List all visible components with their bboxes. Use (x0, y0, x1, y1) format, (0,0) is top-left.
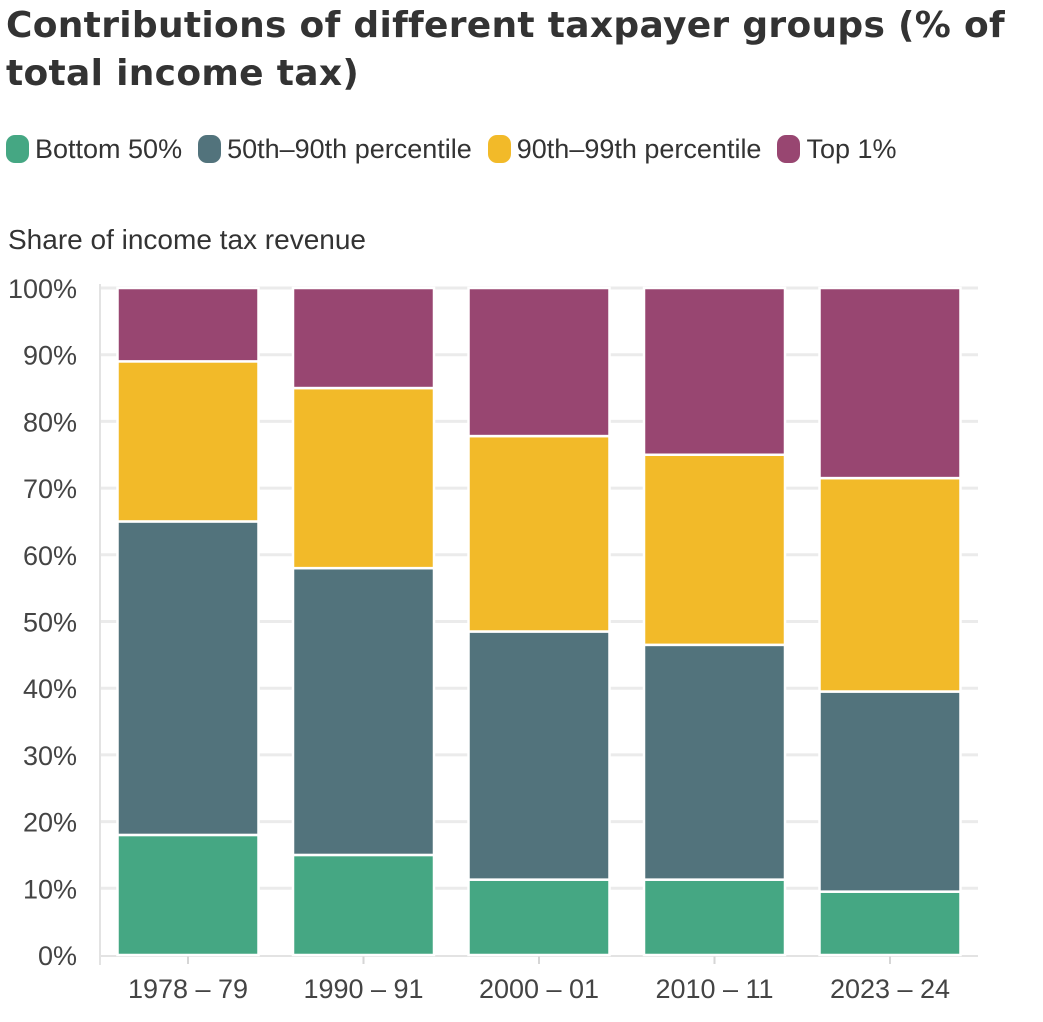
x-tick-label: 2010 – 11 (655, 974, 773, 1004)
bar-segment-bottom-50-2000-01 (467, 878, 611, 957)
chart-title: Contributions of different taxpayer grou… (6, 5, 1005, 94)
legend-item-top-1: Top 1% (777, 133, 897, 165)
y-tick-label: 20% (23, 808, 77, 838)
bars (116, 286, 962, 957)
bar-segment-top-1-2023-24 (818, 286, 962, 480)
bar-segment-50th-90th-percentile-1990-91 (291, 566, 436, 857)
legend-swatch-bottom-50 (6, 135, 29, 163)
legend-swatch-top-1 (777, 135, 801, 163)
bar-segment-top-1-1990-91 (291, 286, 436, 390)
bar-segment-90th-99th-percentile-1990-91 (291, 386, 436, 570)
y-tick-label: 100% (8, 274, 77, 304)
legend-label-top-1: Top 1% (806, 133, 897, 164)
legend-item-90th-99th: 90th–99th percentile (487, 133, 762, 165)
legend-label-bottom-50: Bottom 50% (35, 133, 183, 164)
y-tick-label: 0% (38, 941, 77, 971)
bar-segment-bottom-50-1978-79 (116, 833, 260, 957)
x-tick-label: 2000 – 01 (479, 974, 599, 1004)
bar-segment-top-1-1978-79 (116, 286, 260, 363)
legend-swatch-90th-99th (487, 135, 511, 163)
x-tick-label: 1990 – 91 (303, 974, 423, 1004)
bar-segment-90th-99th-percentile-2000-01 (467, 434, 611, 633)
y-tick-labels: 0% 10% 20% 30% 40% 50% 60% 70% 80% 90% 100% (8, 274, 77, 971)
bar-segment-50th-90th-percentile-2000-01 (467, 630, 611, 881)
y-tick-label: 30% (23, 741, 77, 771)
x-tick-label: 1978 – 79 (128, 974, 248, 1004)
legend: Bottom 50% 50th–90th percentile 90th–99t… (6, 131, 913, 167)
legend-item-bottom-50: Bottom 50% (6, 134, 182, 165)
x-tick-label: 2023 – 24 (830, 974, 950, 1004)
y-tick-label: 50% (23, 608, 77, 638)
legend-label-90th-99th: 90th–99th percentile (516, 133, 762, 164)
bar-segment-top-1-2010-11 (642, 286, 787, 456)
bar-segment-90th-99th-percentile-2023-24 (818, 476, 962, 693)
bar-segment-50th-90th-percentile-2023-24 (818, 690, 962, 893)
bar-segment-bottom-50-2023-24 (818, 890, 962, 957)
y-tick-label: 40% (23, 674, 77, 704)
x-tick-labels: 1978 – 79 1990 – 91 2000 – 01 2010 – 11 2023… (128, 974, 950, 1004)
bar-segment-50th-90th-percentile-1978-79 (116, 520, 260, 837)
bar-segment-90th-99th-percentile-2010-11 (642, 453, 787, 647)
legend-swatch-50th-90th (198, 135, 222, 163)
bar-segment-90th-99th-percentile-1978-79 (116, 360, 260, 523)
bar-segment-top-1-2000-01 (467, 286, 611, 438)
y-tick-label: 60% (23, 541, 77, 571)
bar-segment-bottom-50-1990-91 (291, 853, 436, 957)
bar-segment-50th-90th-percentile-2010-11 (642, 643, 787, 881)
y-tick-label: 90% (23, 341, 77, 371)
legend-label-50th-90th: 50th–90th percentile (227, 133, 472, 164)
y-tick-label: 10% (23, 874, 77, 904)
legend-item-50th-90th: 50th–90th percentile (198, 134, 472, 165)
y-tick-label: 80% (23, 407, 77, 437)
bar-segment-bottom-50-2010-11 (642, 878, 787, 957)
y-axis-caption: Share of income tax revenue (8, 224, 366, 255)
y-tick-label: 70% (23, 474, 77, 504)
